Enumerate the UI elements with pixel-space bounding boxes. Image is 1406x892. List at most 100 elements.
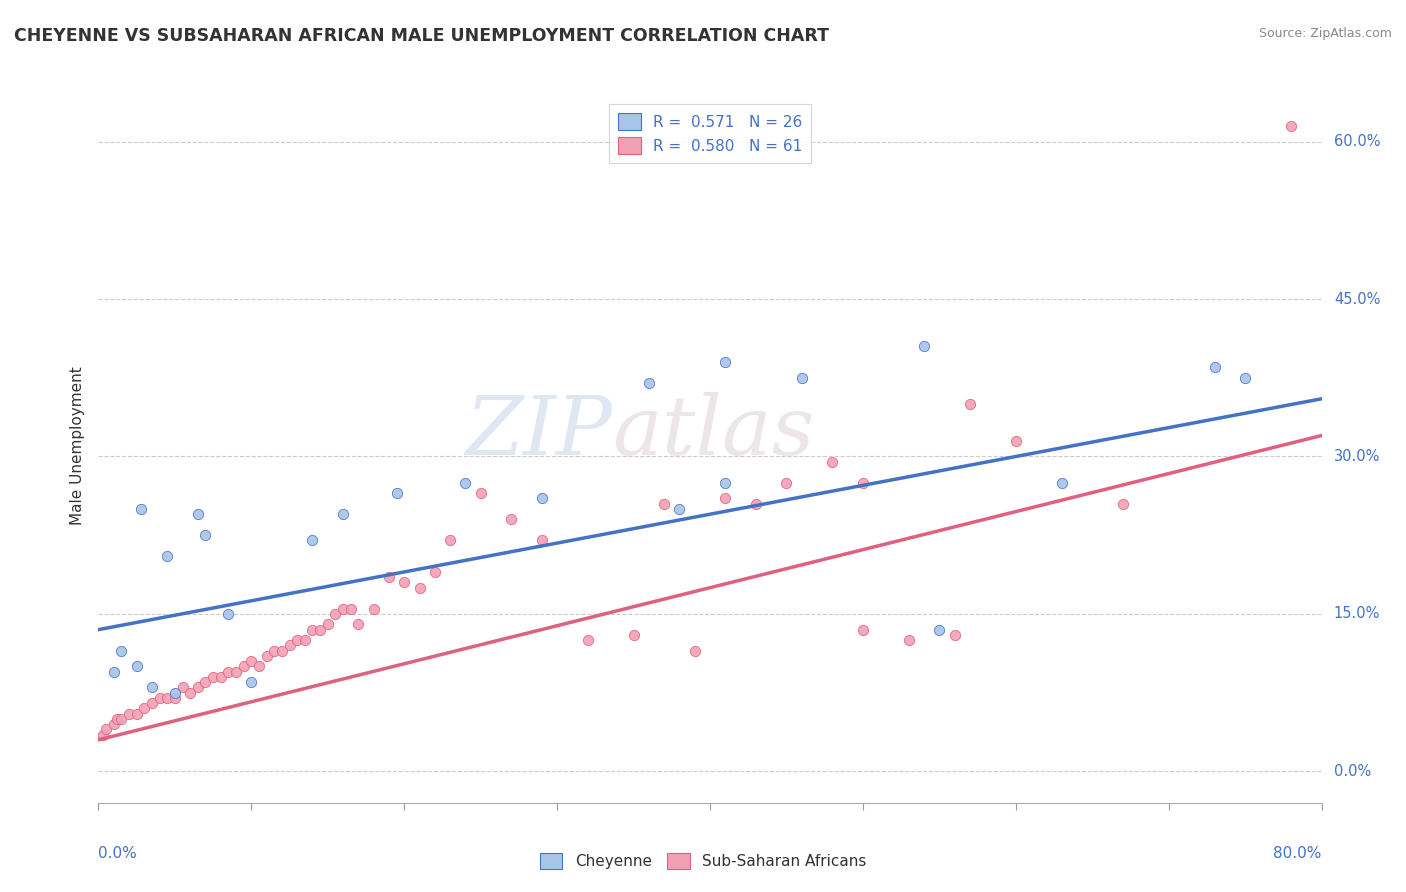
Point	[110, 643, 132, 657]
Point	[240, 675, 263, 690]
Text: 30.0%: 30.0%	[1334, 449, 1381, 464]
Point	[301, 533, 323, 548]
Point	[240, 654, 263, 668]
Point	[217, 607, 239, 621]
Point	[285, 633, 308, 648]
Point	[1279, 119, 1302, 133]
Point	[103, 717, 125, 731]
Point	[332, 601, 354, 615]
Point	[714, 491, 737, 506]
Point	[263, 643, 285, 657]
Point	[141, 681, 163, 695]
Point	[179, 685, 201, 699]
Point	[943, 628, 966, 642]
Text: CHEYENNE VS SUBSAHARAN AFRICAN MALE UNEMPLOYMENT CORRELATION CHART: CHEYENNE VS SUBSAHARAN AFRICAN MALE UNEM…	[14, 27, 830, 45]
Point	[470, 486, 492, 500]
Text: 15.0%: 15.0%	[1334, 607, 1381, 622]
Point	[852, 623, 875, 637]
Y-axis label: Male Unemployment: Male Unemployment	[70, 367, 86, 525]
Point	[501, 512, 523, 526]
Point	[423, 565, 446, 579]
Point	[1004, 434, 1026, 448]
Point	[209, 670, 232, 684]
Point	[821, 455, 844, 469]
Point	[118, 706, 141, 721]
Point	[163, 685, 186, 699]
Point	[163, 690, 186, 705]
Point	[103, 665, 125, 679]
Point	[125, 706, 148, 721]
Point	[775, 475, 797, 490]
Point	[530, 533, 553, 548]
Point	[332, 507, 354, 521]
Point	[652, 497, 675, 511]
Point	[439, 533, 461, 548]
Text: atlas: atlas	[612, 392, 814, 472]
Point	[454, 475, 477, 490]
Point	[105, 712, 128, 726]
Point	[225, 665, 247, 679]
Point	[301, 623, 323, 637]
Point	[363, 601, 385, 615]
Point	[530, 491, 553, 506]
Text: ZIP: ZIP	[465, 392, 612, 472]
Point	[378, 570, 401, 584]
Point	[316, 617, 339, 632]
Point	[141, 696, 163, 710]
Point	[1234, 371, 1257, 385]
Point	[134, 701, 156, 715]
Point	[339, 601, 361, 615]
Point	[347, 617, 370, 632]
Text: Source: ZipAtlas.com: Source: ZipAtlas.com	[1258, 27, 1392, 40]
Point	[247, 659, 270, 673]
Point	[1050, 475, 1073, 490]
Point	[194, 528, 217, 542]
Text: 80.0%: 80.0%	[1274, 846, 1322, 861]
Point	[125, 659, 148, 673]
Point	[576, 633, 599, 648]
Point	[91, 728, 114, 742]
Point	[392, 575, 416, 590]
Text: 45.0%: 45.0%	[1334, 292, 1381, 307]
Point	[172, 681, 194, 695]
Point	[668, 502, 690, 516]
Point	[928, 623, 950, 637]
Point	[270, 643, 294, 657]
Point	[408, 581, 430, 595]
Point	[110, 712, 132, 726]
Point	[912, 339, 935, 353]
Point	[187, 507, 209, 521]
Point	[232, 659, 254, 673]
Point	[1112, 497, 1135, 511]
Point	[294, 633, 316, 648]
Point	[256, 648, 278, 663]
Text: 0.0%: 0.0%	[1334, 764, 1371, 779]
Point	[129, 502, 152, 516]
Legend: Cheyenne, Sub-Saharan Africans: Cheyenne, Sub-Saharan Africans	[533, 847, 873, 875]
Point	[637, 376, 661, 390]
Point	[897, 633, 920, 648]
Point	[714, 475, 737, 490]
Point	[852, 475, 875, 490]
Point	[202, 670, 225, 684]
Point	[309, 623, 332, 637]
Point	[790, 371, 813, 385]
Point	[325, 607, 347, 621]
Point	[385, 486, 408, 500]
Point	[278, 639, 301, 653]
Point	[623, 628, 645, 642]
Point	[959, 397, 981, 411]
Point	[683, 643, 706, 657]
Point	[194, 675, 217, 690]
Point	[217, 665, 239, 679]
Legend: R =  0.571   N = 26, R =  0.580   N = 61: R = 0.571 N = 26, R = 0.580 N = 61	[609, 104, 811, 163]
Point	[156, 549, 179, 564]
Point	[187, 681, 209, 695]
Text: 0.0%: 0.0%	[98, 846, 138, 861]
Point	[94, 723, 117, 737]
Point	[714, 355, 737, 369]
Point	[745, 497, 768, 511]
Point	[156, 690, 179, 705]
Point	[149, 690, 172, 705]
Text: 60.0%: 60.0%	[1334, 134, 1381, 149]
